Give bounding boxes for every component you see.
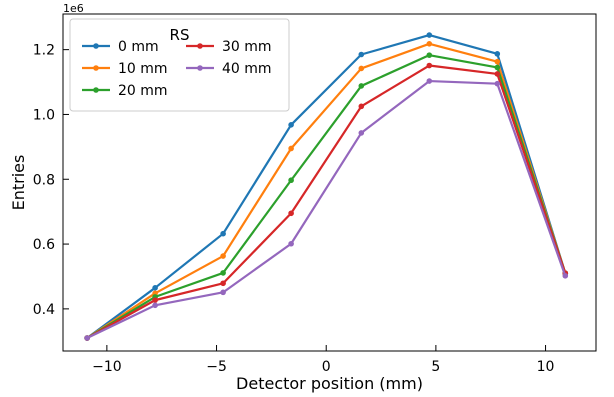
- data-point: [288, 145, 294, 152]
- y-tick-label: 1.2: [33, 43, 55, 59]
- legend-marker: [93, 65, 99, 71]
- data-point: [220, 270, 226, 276]
- data-point: [220, 280, 226, 287]
- legend-item: 20 mm: [82, 83, 168, 99]
- x-tick-label: −5: [206, 359, 227, 375]
- data-point: [426, 78, 433, 84]
- series-line: [86, 79, 567, 340]
- plot-frame: [62, 13, 597, 352]
- series-line: [86, 54, 567, 339]
- legend-label: 0 mm: [118, 39, 159, 55]
- data-point: [494, 51, 501, 57]
- data-point: [426, 41, 433, 47]
- data-point: [494, 58, 501, 65]
- series-line: [86, 33, 567, 339]
- y-tick-label: 0.6: [33, 237, 55, 253]
- series-line: [86, 42, 567, 339]
- x-tick-label: −10: [92, 359, 122, 375]
- legend-item: 40 mm: [186, 61, 272, 77]
- legend-label: 40 mm: [222, 61, 272, 77]
- x-tick-label: 5: [431, 359, 440, 375]
- x-tick-label: 0: [322, 359, 331, 375]
- data-point: [84, 335, 90, 341]
- y-tick-label: 0.4: [33, 302, 55, 318]
- legend-marker: [93, 87, 99, 93]
- data-point: [426, 32, 433, 38]
- y-axis: 0.4 0.6 0.8 1.0 1.2: [33, 43, 69, 318]
- data-point: [426, 62, 433, 69]
- plot-area: [62, 13, 597, 352]
- x-axis-label: Detector position (mm): [236, 374, 423, 393]
- data-point: [358, 51, 365, 58]
- data-point: [288, 210, 294, 217]
- x-axis: −10 −5 0 5 10: [92, 345, 554, 375]
- data-point: [152, 302, 158, 309]
- y-tick-label: 0.8: [33, 172, 55, 188]
- data-point: [494, 64, 501, 71]
- legend-label: 10 mm: [118, 61, 168, 77]
- data-point: [426, 52, 433, 58]
- data-point: [562, 273, 569, 279]
- data-point: [494, 80, 501, 87]
- data-point: [494, 71, 501, 77]
- legend-label: 20 mm: [118, 83, 168, 99]
- data-point: [288, 240, 294, 247]
- data-point: [220, 289, 226, 296]
- legend-item: 0 mm: [82, 39, 159, 55]
- legend: RS 0 mm 10 mm 20 mm 30 mm 40 mm: [69, 18, 290, 112]
- data-point: [358, 103, 365, 110]
- data-point: [288, 177, 294, 184]
- series-layer: [84, 32, 569, 341]
- legend-box: [69, 18, 290, 112]
- legend-marker: [93, 43, 99, 49]
- legend-marker: [197, 43, 203, 49]
- legend-title: RS: [170, 26, 190, 44]
- series-line: [86, 64, 567, 339]
- data-point: [358, 83, 365, 89]
- legend-label: 30 mm: [222, 39, 272, 55]
- data-point: [220, 253, 226, 259]
- legend-items: 0 mm 10 mm 20 mm 30 mm 40 mm: [82, 39, 272, 99]
- data-point: [152, 285, 158, 291]
- series-40-mm: [84, 78, 569, 341]
- data-point: [152, 297, 158, 303]
- y-tick-label: 1.0: [33, 107, 55, 123]
- data-point: [288, 122, 294, 128]
- data-point: [220, 230, 226, 237]
- y-axis-multiplier: 1e6: [63, 2, 84, 15]
- y-axis-label: Entries: [9, 155, 28, 211]
- x-tick-label: 10: [537, 359, 555, 375]
- legend-marker: [197, 65, 203, 71]
- data-point: [358, 130, 365, 136]
- legend-item: 30 mm: [186, 39, 272, 55]
- data-point: [358, 65, 365, 72]
- legend-item: 10 mm: [82, 61, 168, 77]
